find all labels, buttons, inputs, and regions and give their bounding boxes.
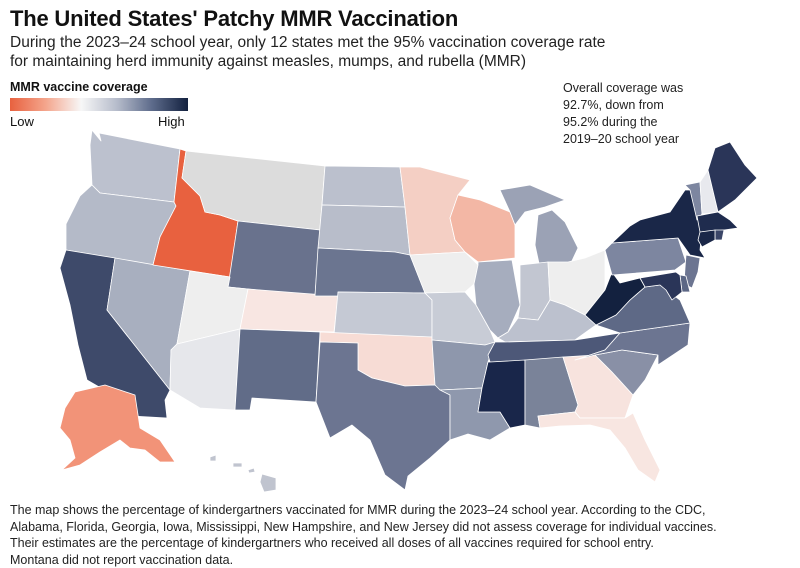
state-new-mexico[interactable] bbox=[234, 328, 321, 411]
state-rhode-island[interactable] bbox=[714, 229, 725, 241]
state-wisconsin[interactable] bbox=[449, 194, 516, 263]
state-michigan[interactable] bbox=[499, 184, 579, 269]
footnote-line-1: The map shows the percentage of kinderga… bbox=[10, 503, 706, 517]
map-title: The United States' Patchy MMR Vaccinatio… bbox=[10, 6, 459, 31]
state-massachusetts[interactable] bbox=[696, 211, 739, 233]
legend-color-scale bbox=[10, 98, 188, 111]
state-kansas[interactable] bbox=[333, 291, 433, 338]
state-illinois[interactable] bbox=[473, 259, 521, 339]
state-texas[interactable] bbox=[315, 341, 451, 491]
coverage-annotation: Overall coverage was 92.7%, down from 95… bbox=[563, 81, 684, 146]
state-maryland[interactable] bbox=[639, 271, 683, 301]
state-south-dakota[interactable] bbox=[317, 204, 411, 256]
state-florida[interactable] bbox=[537, 411, 661, 483]
state-alaska[interactable] bbox=[59, 384, 176, 471]
state-nebraska[interactable] bbox=[314, 247, 426, 297]
state-washington[interactable] bbox=[89, 129, 181, 203]
legend-low-label: Low bbox=[10, 114, 34, 129]
legend-high-label: High bbox=[158, 114, 185, 129]
state-north-dakota[interactable] bbox=[321, 165, 406, 208]
footnote: The map shows the percentage of kinderga… bbox=[10, 502, 795, 568]
state-new-jersey[interactable] bbox=[683, 254, 701, 289]
state-north-carolina[interactable] bbox=[574, 322, 691, 366]
state-hawaii[interactable] bbox=[209, 454, 277, 493]
footnote-line-2: Alabama, Florida, Georgia, Iowa, Mississ… bbox=[10, 519, 717, 534]
legend-title: MMR vaccine coverage bbox=[10, 80, 148, 94]
state-pennsylvania[interactable] bbox=[604, 237, 687, 276]
state-wyoming[interactable] bbox=[227, 220, 321, 297]
state-maine[interactable] bbox=[707, 141, 758, 213]
subtitle-line-2: for maintaining herd immunity against me… bbox=[10, 53, 527, 70]
footnote-line-3: Their estimates are the percentage of ki… bbox=[10, 536, 654, 550]
footnote-line-4: Montana did not report vaccination data. bbox=[10, 552, 234, 567]
state-connecticut[interactable] bbox=[697, 229, 716, 248]
subtitle-line-1: During the 2023–24 school year, only 12 … bbox=[10, 34, 606, 51]
